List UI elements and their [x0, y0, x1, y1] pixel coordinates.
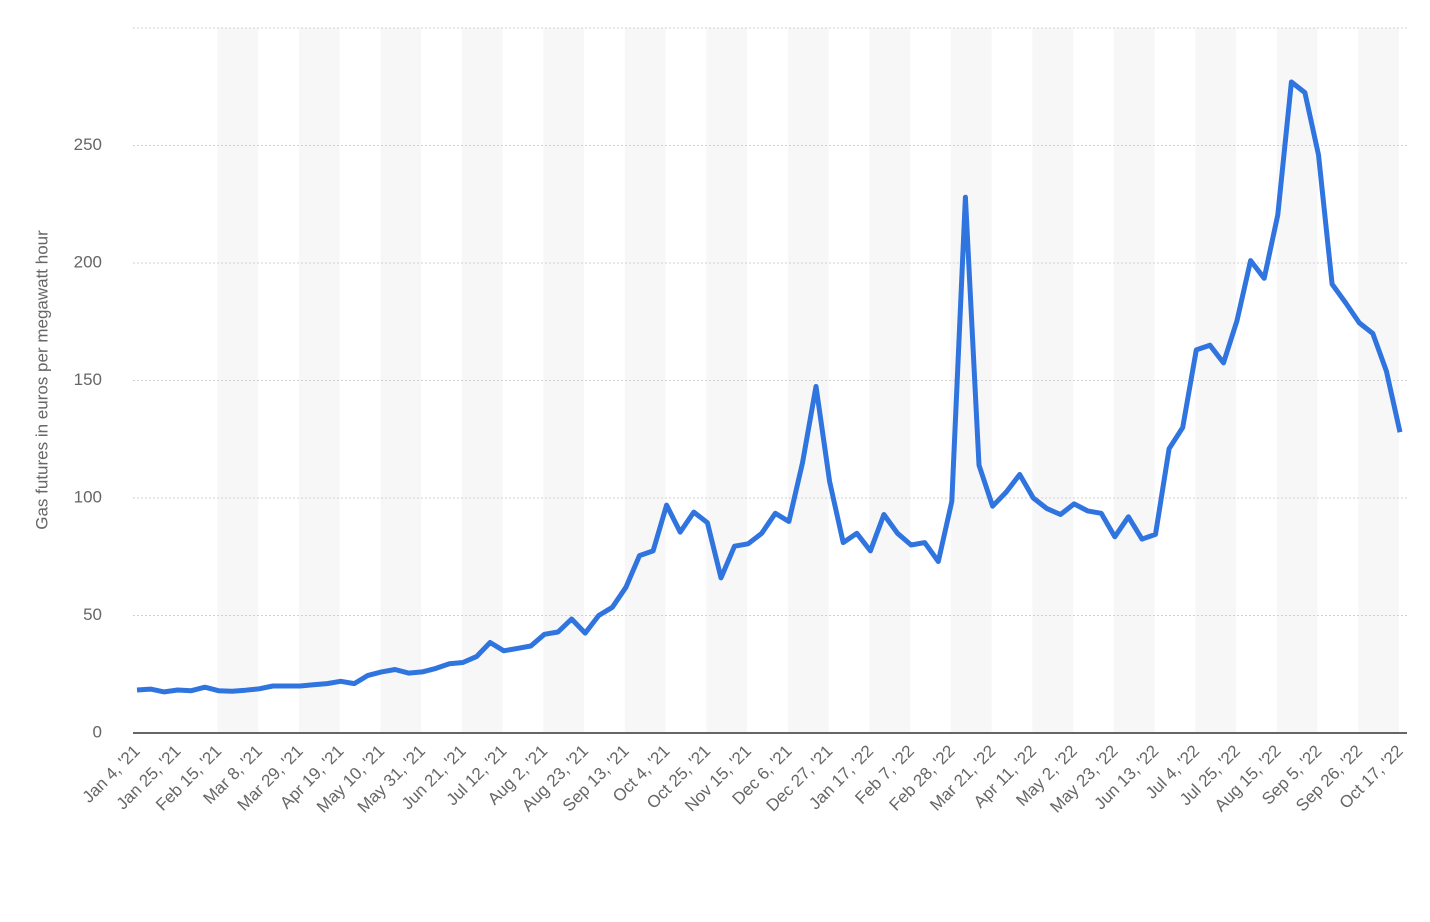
y-tick-label: 250 [74, 135, 102, 154]
y-tick-label: 200 [74, 252, 102, 271]
data-line [136, 79, 1403, 695]
y-tick-label: 50 [83, 605, 102, 624]
y-tick-label: 150 [74, 370, 102, 389]
y-tick-label: 0 [93, 722, 102, 741]
y-tick-label: 100 [74, 487, 102, 506]
y-axis-label: Gas futures in euros per megawatt hour [32, 230, 51, 530]
